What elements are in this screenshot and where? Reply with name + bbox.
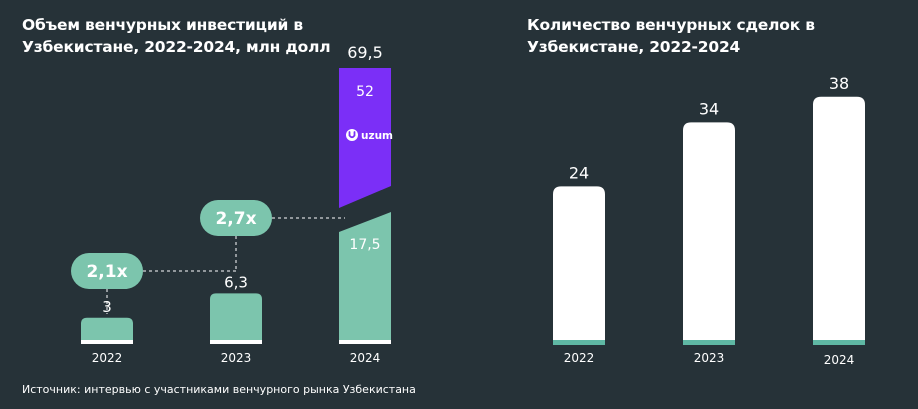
- value-label-2024-uzum: 52: [356, 84, 374, 100]
- chart-title-investments: Объем венчурных инвестиций в Узбекистане…: [22, 16, 331, 56]
- bar-2024-other: [339, 212, 391, 340]
- uzum-logo: uzum: [346, 129, 393, 142]
- deal-x-tick-2024: 2024: [824, 353, 855, 367]
- bar-2022: [81, 317, 133, 340]
- growth-badge-label: 2,1x: [86, 262, 127, 282]
- uzum-logo-text: uzum: [361, 130, 393, 142]
- x-tick-2022: 2022: [92, 351, 123, 365]
- x-tick-2024: 2024: [350, 351, 381, 365]
- bar-2023: [210, 293, 262, 340]
- investments-chart: 3 6,3 69,5 52 17,5 uzum 2,1x 2,7x 2022 2…: [71, 43, 393, 365]
- uzum-logo-mark: [346, 129, 358, 141]
- value-label-2024-total: 69,5: [347, 43, 383, 62]
- value-label-2024-other: 17,5: [349, 237, 380, 253]
- deal-bar-2024: [813, 96, 865, 340]
- deal-value-label-2023: 34: [699, 99, 719, 118]
- value-label-2023: 6,3: [224, 273, 248, 291]
- bar-2024-uzum: [339, 68, 391, 208]
- growth-badge-2023-2024: [200, 200, 272, 236]
- deal-bar-base-2024: [813, 340, 865, 345]
- growth-badge-2022-2023: [71, 253, 143, 289]
- value-label-2022: 3: [102, 298, 112, 316]
- deal-bar-2023: [683, 122, 735, 341]
- deal-value-label-2024: 38: [829, 74, 849, 93]
- deal-x-tick-2023: 2023: [694, 351, 725, 365]
- deal-x-tick-2022: 2022: [564, 351, 595, 365]
- bar-base-2024: [339, 340, 391, 344]
- chart-title-deals: Количество венчурных сделок в Узбекистан…: [527, 16, 815, 56]
- deal-bar-2022: [553, 186, 605, 340]
- deals-chart: 24 34 38 2022 2023 2024: [553, 74, 865, 367]
- bar-base-2022: [81, 340, 133, 344]
- source-note: Источник: интервью с участниками венчурн…: [22, 383, 416, 396]
- x-tick-2023: 2023: [221, 351, 252, 365]
- deal-bar-base-2023: [683, 340, 735, 345]
- deal-bar-base-2022: [553, 340, 605, 345]
- uzum-logo-u: [348, 131, 356, 139]
- bar-base-2023: [210, 340, 262, 344]
- deal-value-label-2022: 24: [569, 163, 589, 182]
- growth-badge-label: 2,7x: [215, 209, 256, 229]
